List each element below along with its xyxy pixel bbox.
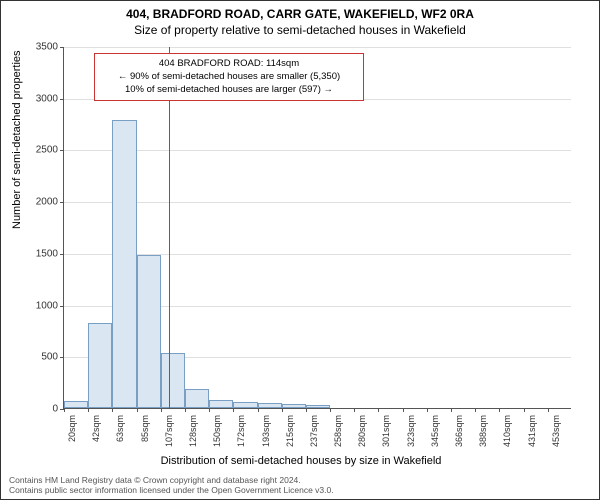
y-tick-label: 1000	[24, 300, 58, 311]
x-tick-label: 172sqm	[236, 415, 246, 455]
footer-line2: Contains public sector information licen…	[9, 485, 334, 496]
x-tick-label: 388sqm	[478, 415, 488, 455]
annotation-line3: 10% of semi-detached houses are larger (…	[101, 84, 357, 97]
histogram-bar	[161, 353, 185, 408]
x-tick-label: 301sqm	[381, 415, 391, 455]
x-tick-label: 42sqm	[91, 415, 101, 455]
histogram-bar	[88, 323, 112, 408]
y-tick-label: 2000	[24, 197, 58, 208]
y-tick-label: 3500	[24, 42, 58, 53]
histogram-bar	[112, 120, 136, 408]
x-tick-label: 85sqm	[140, 415, 150, 455]
x-tick-label: 410sqm	[502, 415, 512, 455]
chart-container: 404, BRADFORD ROAD, CARR GATE, WAKEFIELD…	[0, 0, 600, 500]
x-tick-label: 431sqm	[527, 415, 537, 455]
x-tick-label: 193sqm	[261, 415, 271, 455]
histogram-bar	[185, 389, 209, 408]
x-tick-label: 237sqm	[309, 415, 319, 455]
x-axis-label: Distribution of semi-detached houses by …	[1, 455, 600, 467]
x-tick-label: 345sqm	[430, 415, 440, 455]
histogram-bar	[233, 402, 257, 408]
x-tick-label: 128sqm	[188, 415, 198, 455]
x-tick-label: 215sqm	[285, 415, 295, 455]
annotation-line1: 404 BRADFORD ROAD: 114sqm	[101, 58, 357, 71]
footer-line1: Contains HM Land Registry data © Crown c…	[9, 475, 334, 486]
histogram-bar	[258, 403, 282, 408]
histogram-bar	[282, 404, 306, 408]
main-title: 404, BRADFORD ROAD, CARR GATE, WAKEFIELD…	[1, 7, 599, 21]
histogram-bar	[306, 405, 330, 408]
x-tick-label: 20sqm	[67, 415, 77, 455]
plot-area: 404 BRADFORD ROAD: 114sqm ← 90% of semi-…	[63, 47, 571, 409]
x-tick-label: 323sqm	[406, 415, 416, 455]
y-tick-label: 3000	[24, 93, 58, 104]
annotation-box: 404 BRADFORD ROAD: 114sqm ← 90% of semi-…	[94, 53, 364, 101]
y-tick-label: 1500	[24, 248, 58, 259]
y-tick-label: 2500	[24, 145, 58, 156]
x-tick-label: 366sqm	[454, 415, 464, 455]
x-tick-label: 258sqm	[333, 415, 343, 455]
x-tick-label: 63sqm	[115, 415, 125, 455]
y-tick-label: 0	[24, 404, 58, 415]
x-tick-label: 453sqm	[551, 415, 561, 455]
histogram-bar	[137, 255, 161, 408]
x-tick-label: 107sqm	[164, 415, 174, 455]
y-axis-label: Number of semi-detached properties	[11, 50, 23, 229]
x-tick-label: 150sqm	[212, 415, 222, 455]
sub-title: Size of property relative to semi-detach…	[1, 23, 599, 37]
annotation-line2: ← 90% of semi-detached houses are smalle…	[101, 71, 357, 84]
histogram-bar	[64, 401, 88, 408]
footer-attribution: Contains HM Land Registry data © Crown c…	[9, 475, 334, 496]
x-tick-label: 280sqm	[357, 415, 367, 455]
histogram-bar	[209, 400, 233, 408]
y-tick-label: 500	[24, 352, 58, 363]
